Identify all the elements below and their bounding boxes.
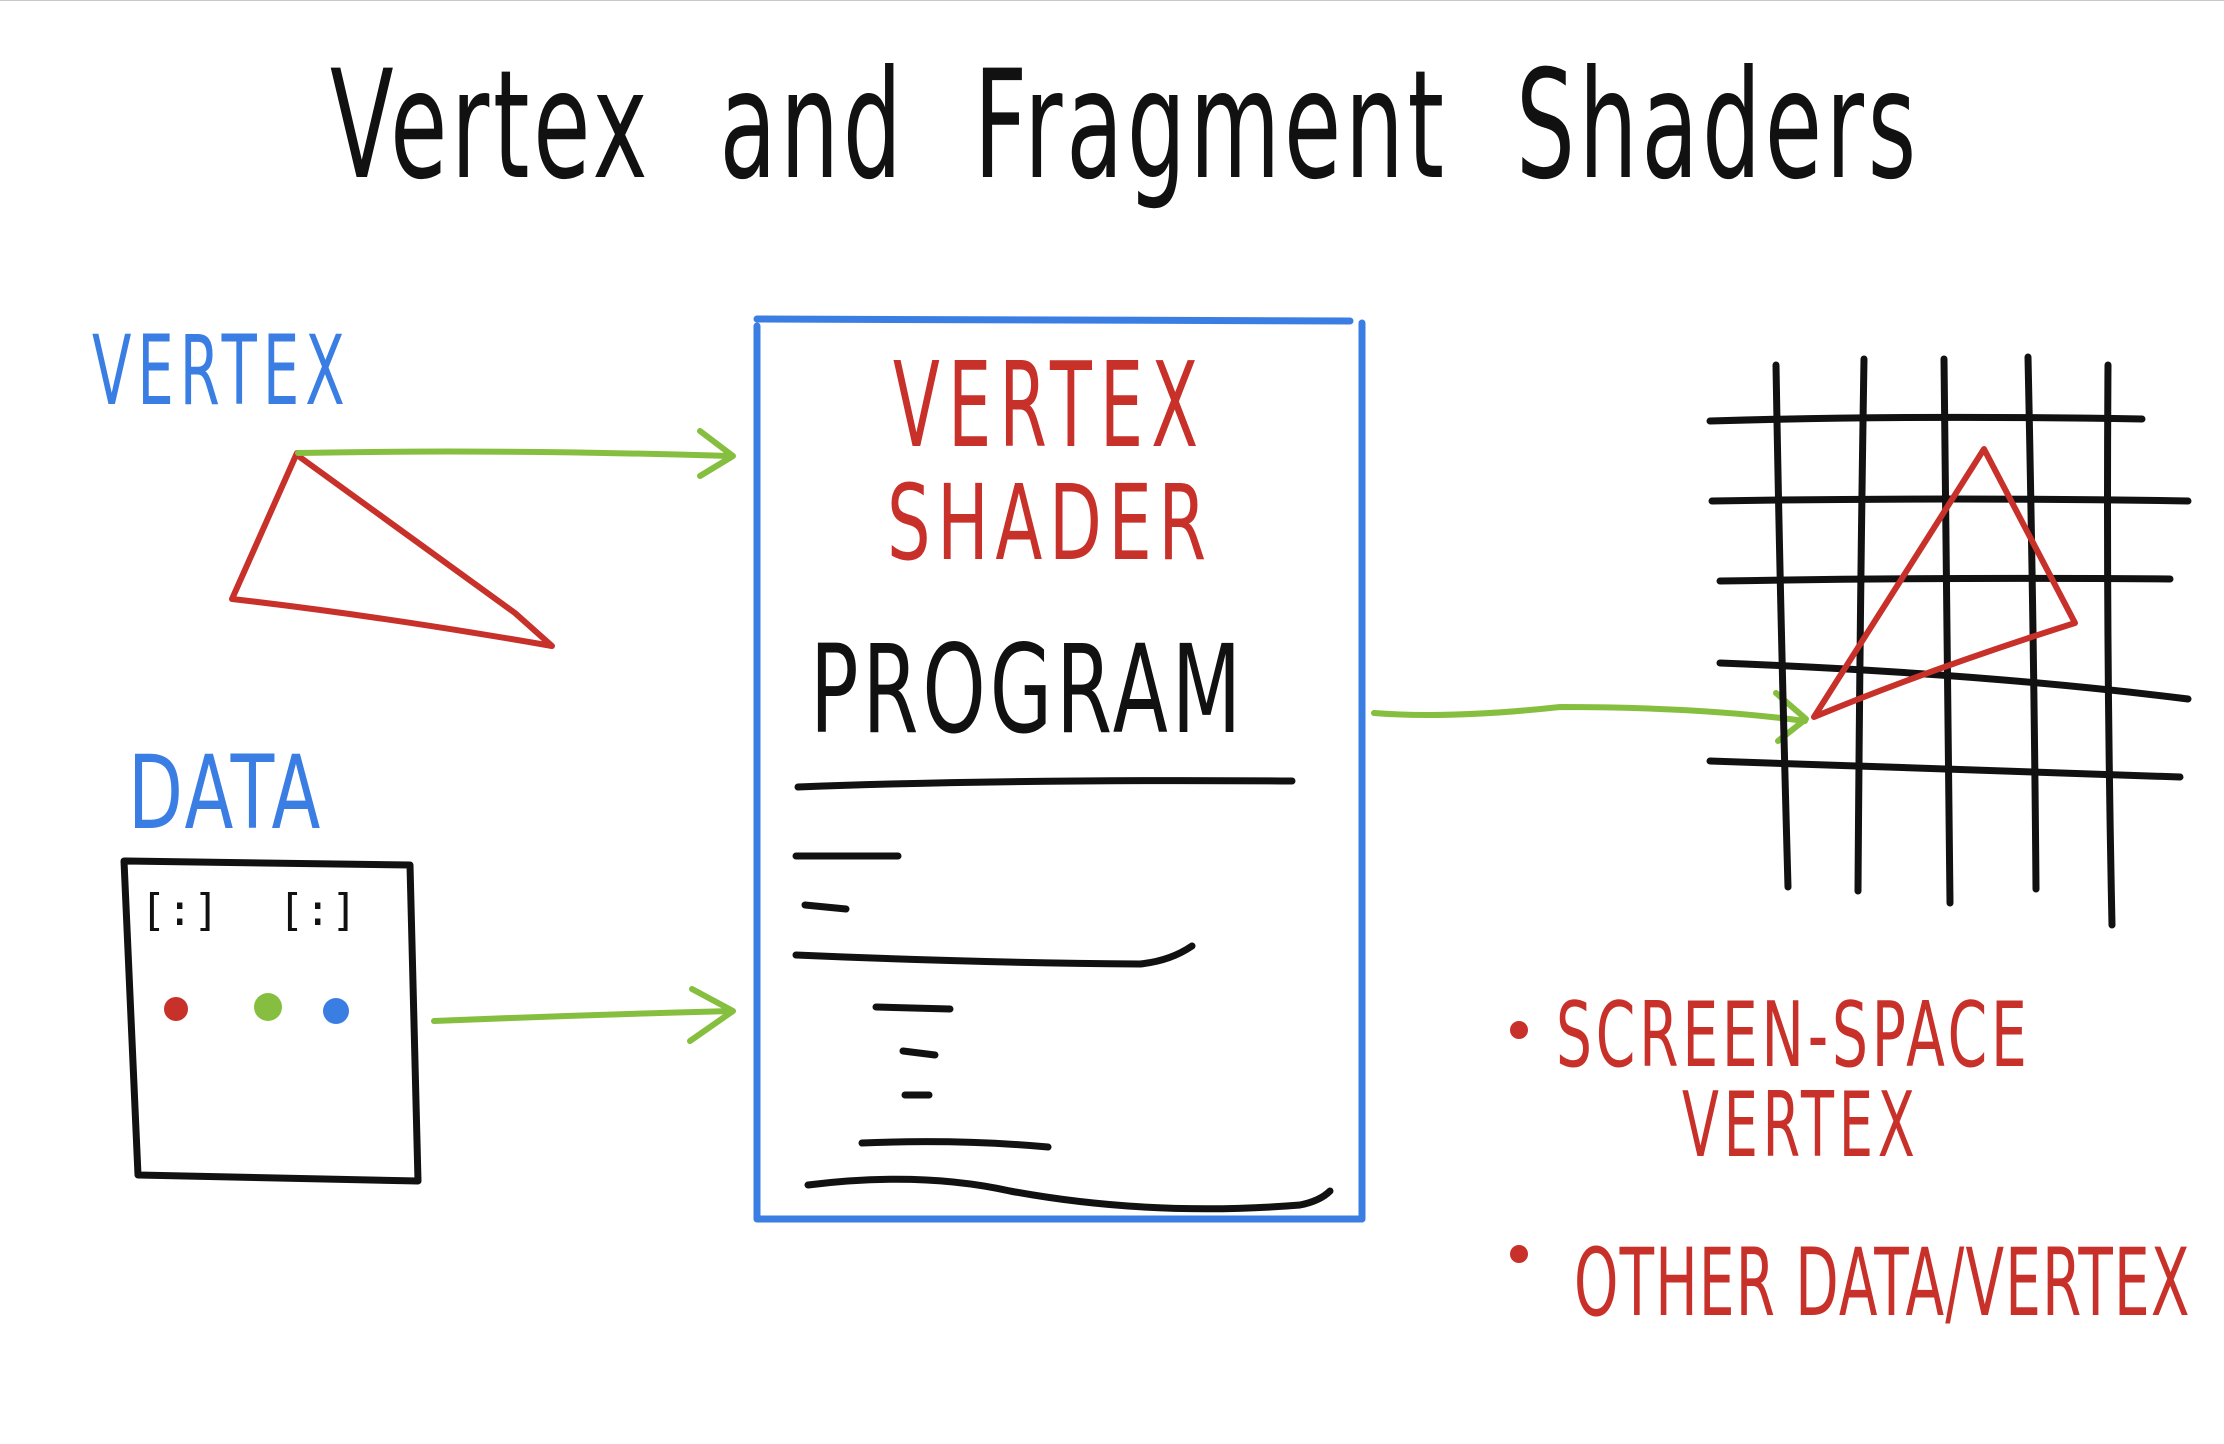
- bullet-dot-1: [1510, 1021, 1528, 1039]
- title-word-vertex: Vertex: [330, 39, 652, 213]
- title-word-fragment: Fragment: [973, 39, 1448, 213]
- screen-space-triangle: [1811, 446, 2078, 720]
- output-bullet-1-line2: VERTEX: [1682, 1073, 1920, 1178]
- title-word-shaders: Shaders: [1515, 39, 1920, 213]
- input-triangle: [229, 450, 555, 649]
- title-word-and: and: [719, 39, 906, 213]
- data-box: [120, 857, 422, 1185]
- program-label: PROGRAM: [810, 619, 1246, 761]
- output-bullet-2: OTHER DATA/VERTEX: [1574, 1229, 2191, 1338]
- vertex-input-label: VERTEX: [92, 315, 351, 427]
- shader-title-line1: VERTEX: [893, 336, 1207, 474]
- data-dot-blue: [323, 998, 349, 1024]
- data-vector-2: [:]: [278, 885, 358, 936]
- bullet-dot-2: [1510, 1245, 1528, 1263]
- shader-title-line2: SHADER: [887, 462, 1213, 584]
- data-dot-red: [164, 997, 188, 1021]
- vertex-shader-box: [753, 315, 1366, 1223]
- output-bullet-1-line1: SCREEN-SPACE: [1556, 983, 2031, 1088]
- arrow-shader-to-grid: [1371, 690, 1809, 744]
- diagram-title: Vertex and Fragment Shaders: [330, 51, 1920, 201]
- arrow-vertex-to-shader: [295, 428, 736, 479]
- data-input-label: DATA: [128, 734, 324, 853]
- program-code-lines: [792, 777, 1334, 1213]
- pixel-grid: [1706, 353, 2192, 929]
- data-vector-1: [:]: [140, 885, 220, 936]
- data-dot-green: [254, 993, 282, 1021]
- arrow-data-to-shader: [431, 986, 736, 1044]
